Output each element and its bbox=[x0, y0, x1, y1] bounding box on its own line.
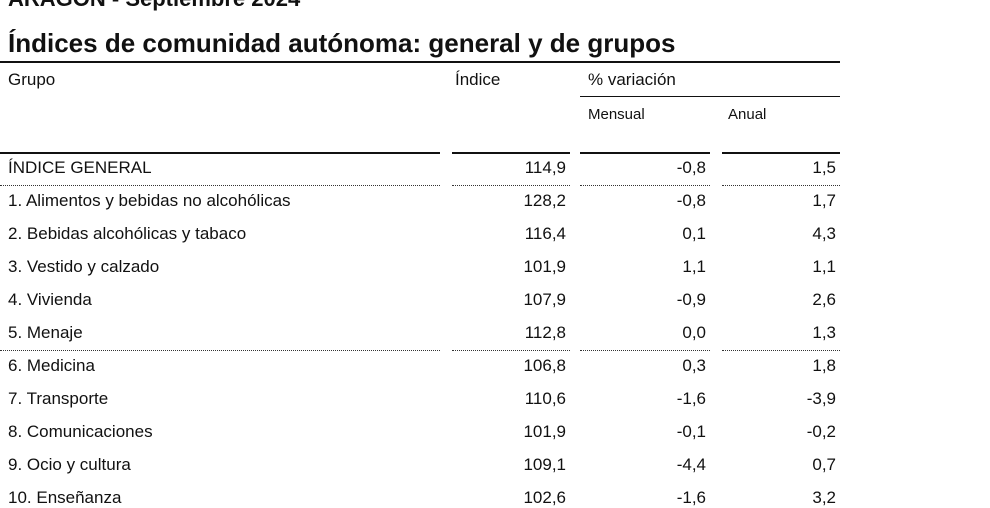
dotted-rule bbox=[580, 185, 710, 186]
col-group: Grupo bbox=[8, 70, 56, 89]
dotted-rule bbox=[722, 185, 840, 186]
annual-value: 0,7 bbox=[812, 455, 836, 474]
dotted-rule bbox=[580, 350, 710, 351]
monthly-value: -0,8 bbox=[676, 191, 706, 210]
group-name: 2. Bebidas alcohólicas y tabaco bbox=[8, 224, 247, 243]
rule bbox=[722, 152, 840, 154]
index-value: 106,8 bbox=[523, 356, 566, 375]
title: Índices de comunidad autónoma: general y… bbox=[8, 28, 676, 58]
annual-value: 1,3 bbox=[812, 323, 836, 342]
index-value: 128,2 bbox=[523, 191, 566, 210]
monthly-value: 1,1 bbox=[682, 257, 706, 276]
col-index: Índice bbox=[455, 70, 501, 89]
group-name: 4. Vivienda bbox=[8, 290, 92, 309]
annual-value: 4,3 bbox=[812, 224, 836, 243]
rule bbox=[0, 152, 440, 154]
monthly-value: 0,1 bbox=[682, 224, 706, 243]
index-value: 107,9 bbox=[523, 290, 566, 309]
annual-value: 2,6 bbox=[812, 290, 836, 309]
rule bbox=[580, 152, 710, 154]
index-value: 109,1 bbox=[523, 455, 566, 474]
group-name: 5. Menaje bbox=[8, 323, 83, 342]
col-variation: % variación bbox=[588, 70, 676, 89]
monthly-value: -1,6 bbox=[676, 488, 706, 507]
monthly-value: -4,4 bbox=[676, 455, 706, 474]
annual-value: 1,7 bbox=[812, 191, 836, 210]
group-name: 7. Transporte bbox=[8, 389, 109, 408]
page: ARAGÓN - Septiembre 2024 Índices de comu… bbox=[0, 0, 840, 507]
annual-value: 1,5 bbox=[812, 158, 836, 177]
index-value: 114,9 bbox=[524, 158, 566, 177]
group-name: 1. Alimentos y bebidas no alcohólicas bbox=[8, 191, 291, 210]
dotted-rule bbox=[452, 350, 570, 351]
monthly-value: 0,0 bbox=[682, 323, 706, 342]
index-value: 101,9 bbox=[523, 257, 566, 276]
dotted-rule bbox=[452, 185, 570, 186]
index-value: 110,6 bbox=[524, 389, 566, 408]
rule bbox=[580, 96, 840, 97]
group-name: ÍNDICE GENERAL bbox=[8, 158, 152, 177]
monthly-value: -1,6 bbox=[676, 389, 706, 408]
monthly-value: -0,9 bbox=[676, 290, 706, 309]
monthly-value: -0,1 bbox=[676, 422, 706, 441]
col-annual: Anual bbox=[728, 106, 767, 123]
dotted-rule bbox=[722, 350, 840, 351]
group-name: 9. Ocio y cultura bbox=[8, 455, 131, 474]
dotted-rule bbox=[0, 185, 440, 186]
annual-value: 3,2 bbox=[812, 488, 836, 507]
annual-value: 1,8 bbox=[812, 356, 836, 375]
annual-value: 1,1 bbox=[812, 257, 836, 276]
dotted-rule bbox=[0, 350, 440, 351]
group-name: 10. Enseñanza bbox=[8, 488, 122, 507]
rule bbox=[0, 61, 840, 63]
index-value: 112,8 bbox=[524, 323, 566, 342]
group-name: 3. Vestido y calzado bbox=[8, 257, 160, 276]
annual-value: -3,9 bbox=[806, 389, 836, 408]
monthly-value: 0,3 bbox=[682, 356, 706, 375]
index-value: 101,9 bbox=[523, 422, 566, 441]
rule bbox=[452, 152, 570, 154]
col-monthly: Mensual bbox=[588, 106, 645, 123]
region: ARAGÓN - Septiembre 2024 bbox=[8, 0, 300, 12]
group-name: 6. Medicina bbox=[8, 356, 95, 375]
group-name: 8. Comunicaciones bbox=[8, 422, 153, 441]
index-value: 116,4 bbox=[524, 224, 566, 243]
index-value: 102,6 bbox=[523, 488, 566, 507]
annual-value: -0,2 bbox=[806, 422, 836, 441]
monthly-value: -0,8 bbox=[676, 158, 706, 177]
